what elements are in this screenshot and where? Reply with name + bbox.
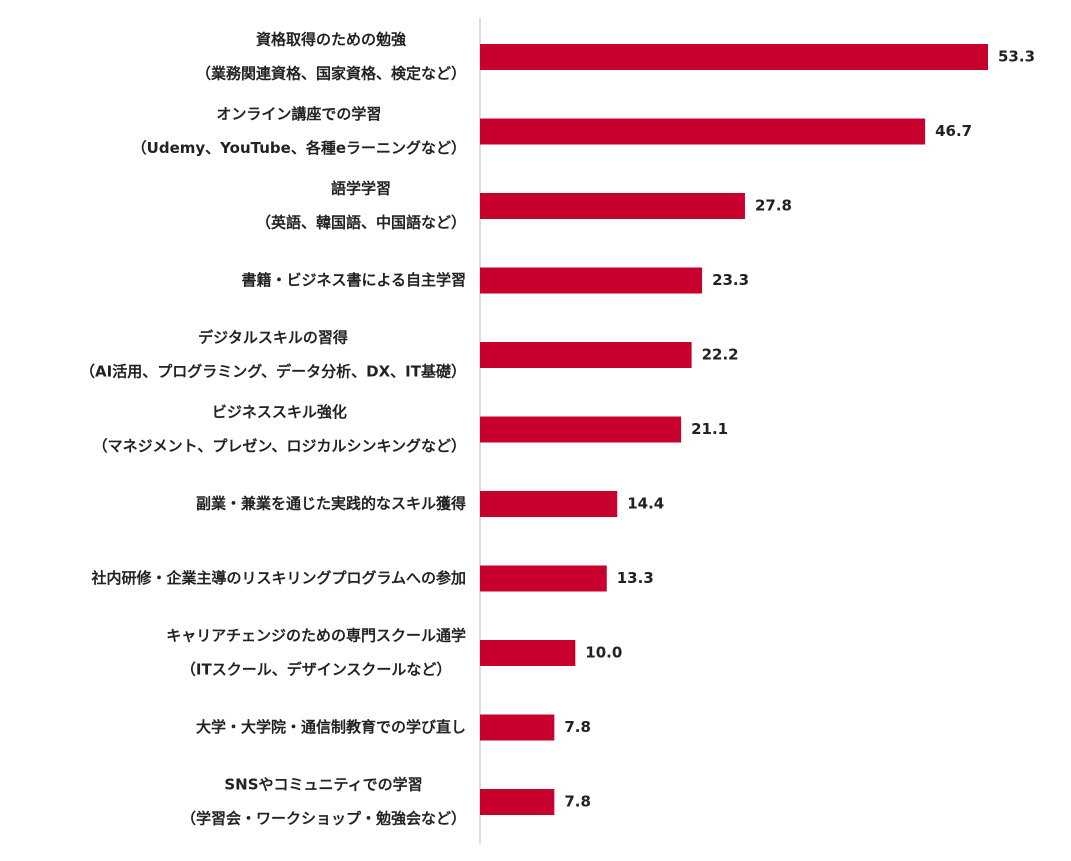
category-label: キャリアチェンジのための専門スクール通学 bbox=[166, 627, 466, 645]
category-label: （マネジメント、プレゼン、ロジカルシンキングなど） bbox=[93, 437, 466, 455]
category-label: オンライン講座での学習 bbox=[216, 105, 381, 123]
category-label: （業務関連資格、国家資格、検定など） bbox=[196, 65, 466, 83]
value-label: 10.0 bbox=[585, 644, 622, 662]
category-label: SNSやコミュニティでの学習 bbox=[224, 776, 422, 794]
category-label: 書籍・ビジネス書による自主学習 bbox=[241, 271, 466, 289]
value-label: 53.3 bbox=[998, 48, 1035, 66]
bar bbox=[480, 640, 576, 666]
category-label: 語学学習 bbox=[331, 180, 391, 198]
category-label: 副業・兼業を通じた実践的なスキル獲得 bbox=[196, 495, 466, 513]
value-label: 7.8 bbox=[564, 793, 591, 811]
category-label: ビジネススキル強化 bbox=[212, 403, 347, 421]
bar bbox=[480, 118, 926, 145]
bar bbox=[480, 491, 618, 517]
bar bbox=[480, 342, 692, 368]
category-label: （Udemy、YouTube、各種eラーニングなど） bbox=[132, 139, 466, 157]
bar bbox=[480, 565, 607, 592]
value-label: 46.7 bbox=[935, 122, 972, 140]
value-label: 7.8 bbox=[564, 718, 591, 736]
value-label: 27.8 bbox=[755, 197, 792, 215]
bar bbox=[480, 193, 745, 219]
category-label: （ITスクール、デザインスクールなど） bbox=[181, 661, 452, 679]
value-label: 13.3 bbox=[617, 569, 654, 587]
category-label: 資格取得のための勉強 bbox=[256, 31, 406, 49]
value-label: 22.2 bbox=[702, 346, 739, 364]
category-label: 大学・大学院・通信制教育での学び直し bbox=[196, 718, 466, 736]
category-label: （英語、韓国語、中国語など） bbox=[256, 214, 466, 232]
category-label: 社内研修・企業主導のリスキリングプログラムへの参加 bbox=[90, 569, 466, 587]
category-label: デジタルスキルの習得 bbox=[198, 329, 348, 347]
bar bbox=[480, 44, 988, 70]
value-label: 23.3 bbox=[712, 271, 749, 289]
bar bbox=[480, 789, 555, 815]
bar bbox=[480, 267, 703, 294]
value-label: 21.1 bbox=[691, 420, 728, 438]
category-label: （学習会・ワークショップ・勉強会など） bbox=[181, 810, 466, 828]
category-label: （AI活用、プログラミング、データ分析、DX、IT基礎） bbox=[80, 363, 466, 381]
bar bbox=[480, 416, 682, 443]
bar bbox=[480, 714, 555, 741]
value-label: 14.4 bbox=[627, 495, 664, 513]
